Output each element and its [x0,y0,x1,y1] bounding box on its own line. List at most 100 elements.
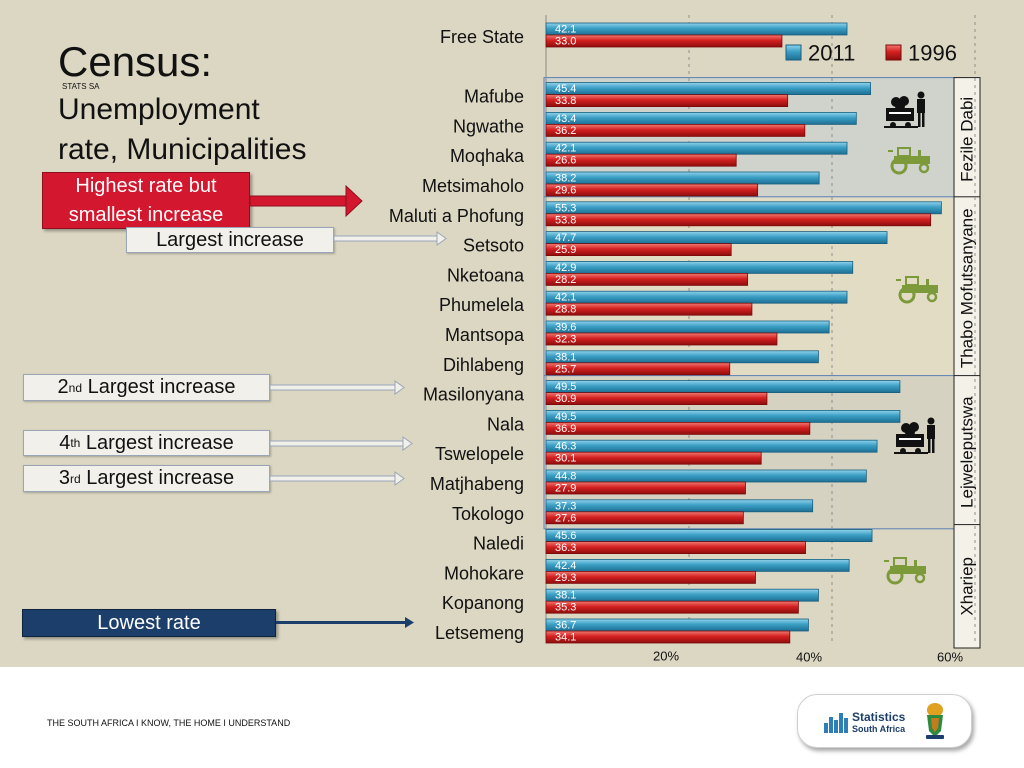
data-label-1996: 26.6 [555,155,576,167]
mining-cart-icon [884,91,925,128]
callout-largest-increase-box: Largest increase [126,227,334,253]
bar-1996 [545,302,753,316]
group-label: Thabo Mofutsanyane [958,208,977,368]
bar-2011 [545,82,872,95]
bar-1996 [545,421,811,435]
data-label-2011: 42.1 [555,143,576,155]
data-label-1996: 53.8 [555,214,576,226]
x-tick-label: 40% [796,650,822,665]
data-label-1996: 32.3 [555,334,576,346]
data-label-2011: 43.4 [555,113,576,125]
callout-third-sup: rd [70,471,81,486]
category-label: Free State [440,27,524,47]
title-subtitle-line2: rate, Municipalities [58,133,307,166]
category-label: Kopanong [442,593,524,613]
legend-swatch [885,44,902,61]
unemployment-bar-chart: Fezile Dabi Thabo Mofutsanyane Lejweleputs… [389,15,981,665]
category-label: Dihlabeng [443,355,524,375]
logo-text-statistics: Statistics [852,710,906,724]
data-label-2011: 45.4 [555,83,576,95]
data-label-2011: 49.5 [555,381,576,393]
data-label-1996: 36.2 [555,125,576,137]
bar-1996 [545,392,768,406]
group-label-box [953,375,981,530]
data-label-2011: 39.6 [555,322,576,334]
bar-1996 [545,94,789,107]
callout-highest-rate-box: Highest rate but smallest increase [42,172,250,229]
bar-1996 [545,213,932,227]
category-label: Masilonyana [423,385,525,405]
category-label: Tswelopele [435,444,524,464]
legend-label: 2011 [808,41,855,66]
stats-sa-logo-mark-icon [824,713,848,733]
title-subtitle: Unemployment rate, Municipalities [58,90,306,170]
callout-third-text: Largest increase [80,467,235,489]
bar-2011 [545,409,901,423]
category-label: Tokologo [452,504,524,524]
callout-second-sup: nd [68,380,83,395]
callout-second-text: Largest increase [82,376,236,398]
mining-cart-icon [894,417,935,454]
group-label-box [953,524,981,649]
bar-2011 [545,618,809,632]
bar-1996 [545,481,746,495]
bar-2011 [545,499,814,513]
callout-second-num: 2 [57,376,69,398]
category-label: Letsemeng [435,623,524,643]
bar-2011 [545,260,854,274]
data-label-1996: 33.0 [555,36,576,48]
bar-1996 [545,571,756,584]
data-label-1996: 33.8 [555,95,576,107]
data-label-2011: 47.7 [555,232,576,244]
callout-fourth-num: 4 [59,431,71,454]
category-label: Matjhabeng [430,474,524,494]
data-label-2011: 42.1 [555,24,576,36]
stats-sa-small-label: STATS SA [62,82,100,91]
group-label-box [953,77,981,202]
bar-2011 [545,529,873,542]
bar-2011 [545,231,888,245]
data-label-2011: 55.3 [555,202,576,214]
category-label: Metsimaholo [422,176,524,196]
bar-2011 [545,320,830,334]
data-label-2011: 49.5 [555,411,576,423]
category-label: Mohokare [444,563,524,583]
bar-1996 [545,600,799,614]
title-subtitle-line1: Unemployment [58,93,260,126]
data-label-2011: 37.3 [555,500,576,512]
x-tick-label: 20% [653,649,679,664]
category-label: Nketoana [447,265,525,285]
bar-1996 [545,332,778,346]
data-label-1996: 35.3 [555,602,576,614]
callout-fourth-sup: th [70,436,81,450]
data-label-1996: 30.9 [555,393,576,405]
bar-2011 [545,380,901,394]
category-label: Nala [487,414,525,434]
tractor-icon [896,276,938,304]
callout-fourth-text: Largest increase [80,431,234,454]
bar-1996 [545,153,737,167]
group-label: Xhariep [958,557,977,616]
data-label-2011: 42.1 [555,292,576,304]
bar-1996 [545,630,791,644]
data-label-2011: 42.4 [555,560,576,572]
bar-1996 [545,272,749,286]
data-label-2011: 45.6 [555,530,576,542]
bar-1996 [545,362,731,376]
bar-1996 [545,34,783,48]
category-label: Phumelela [439,295,525,315]
bar-2011 [545,469,867,483]
group-box [543,196,955,381]
group-label: Lejweleputswa [958,396,977,508]
category-label: Setsoto [463,236,524,256]
data-label-1996: 29.3 [555,572,576,584]
bar-2011 [545,588,819,602]
data-label-1996: 30.1 [555,453,576,465]
group-label: Fezile Dabi [958,97,977,182]
data-label-1996: 36.3 [555,542,576,554]
data-label-1996: 25.7 [555,363,576,375]
data-label-2011: 38.2 [555,173,576,185]
